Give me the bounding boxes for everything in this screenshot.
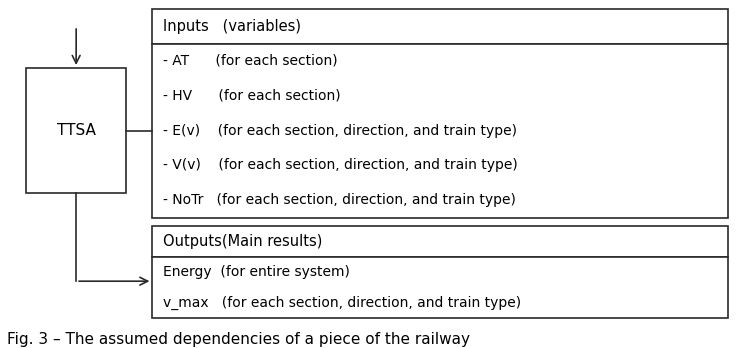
Bar: [152, 44, 728, 218]
Text: - V(v)    (for each section, direction, and train type): - V(v) (for each section, direction, and…: [163, 158, 518, 172]
Bar: [152, 226, 728, 257]
Text: - NoTr   (for each section, direction, and train type): - NoTr (for each section, direction, and…: [163, 193, 516, 207]
Text: TTSA: TTSA: [56, 123, 96, 138]
Text: Fig. 3 – The assumed dependencies of a piece of the railway: Fig. 3 – The assumed dependencies of a p…: [7, 332, 470, 347]
Bar: [26, 68, 126, 193]
Text: - HV      (for each section): - HV (for each section): [163, 89, 341, 103]
Text: v_max   (for each section, direction, and train type): v_max (for each section, direction, and …: [163, 295, 522, 310]
Text: - AT      (for each section): - AT (for each section): [163, 54, 338, 68]
Text: Inputs   (variables): Inputs (variables): [163, 18, 302, 34]
Text: Energy  (for entire system): Energy (for entire system): [163, 265, 351, 279]
Bar: [152, 9, 728, 44]
Bar: [152, 257, 728, 318]
Text: Outputs(Main results): Outputs(Main results): [163, 234, 323, 249]
Text: - E(v)    (for each section, direction, and train type): - E(v) (for each section, direction, and…: [163, 124, 517, 137]
